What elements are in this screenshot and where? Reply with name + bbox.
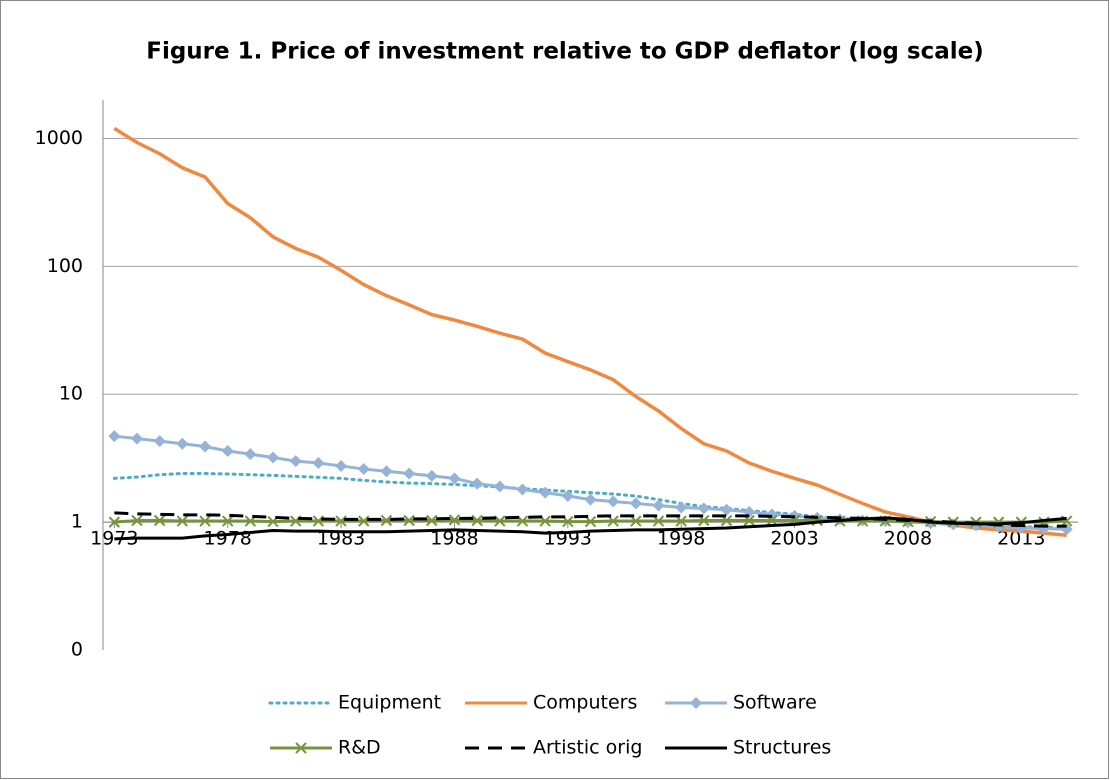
x-tick-label: 2003 <box>770 528 818 550</box>
marker <box>697 502 710 515</box>
marker <box>403 467 416 480</box>
y-tick-label: 100 <box>47 255 83 277</box>
marker <box>584 493 597 506</box>
marker <box>690 697 702 709</box>
marker <box>675 501 688 514</box>
marker <box>494 515 506 527</box>
marker <box>630 515 642 527</box>
marker <box>199 515 211 527</box>
marker <box>176 437 189 450</box>
marker <box>199 440 212 453</box>
marker <box>221 444 234 457</box>
marker <box>561 490 574 503</box>
marker <box>471 514 483 527</box>
marker <box>358 515 370 527</box>
marker <box>607 515 619 527</box>
legend-label: Artistic orig <box>533 737 642 759</box>
marker <box>176 515 189 527</box>
series-line <box>114 516 1067 541</box>
marker <box>335 515 347 527</box>
y-tick-label: 10 <box>59 383 83 405</box>
series-line <box>112 472 1069 530</box>
y-tick-label: 1 <box>71 511 83 533</box>
marker <box>720 503 733 516</box>
marker <box>131 432 144 445</box>
marker <box>471 477 484 490</box>
marker <box>380 514 393 527</box>
marker <box>312 456 325 469</box>
marker <box>584 515 597 528</box>
marker <box>244 448 257 461</box>
legend-label: Equipment <box>338 692 441 714</box>
y-tick-label: 0 <box>71 639 83 661</box>
chart-title: Figure 1. Price of investment relative t… <box>146 39 984 65</box>
marker <box>629 497 642 510</box>
legend-label: Structures <box>733 737 831 759</box>
marker <box>131 514 143 527</box>
x-tick-label: 2008 <box>884 528 932 550</box>
marker <box>448 514 461 526</box>
marker <box>289 455 302 468</box>
marker <box>539 486 552 499</box>
marker <box>108 516 121 528</box>
y-tick-label: 1000 <box>35 127 83 149</box>
marker <box>675 515 687 527</box>
marker <box>267 451 280 464</box>
x-tick-label: 1988 <box>430 528 478 550</box>
x-tick-label: 1998 <box>657 528 705 550</box>
marker <box>153 435 166 448</box>
marker <box>380 465 393 478</box>
marker <box>403 514 415 527</box>
legend-label: Software <box>733 692 817 714</box>
legend-label: R&D <box>338 737 381 759</box>
marker <box>426 514 438 527</box>
legend-label: Computers <box>533 692 637 714</box>
marker <box>357 463 370 476</box>
marker <box>652 515 665 527</box>
marker <box>108 430 121 443</box>
marker <box>295 742 307 754</box>
x-tick-label: 1978 <box>204 528 252 550</box>
marker <box>153 514 166 527</box>
marker <box>425 469 438 482</box>
marker <box>516 483 529 496</box>
marker <box>448 472 461 485</box>
marker <box>493 480 506 493</box>
marker <box>652 499 665 512</box>
marker <box>222 515 234 527</box>
marker <box>607 495 620 508</box>
marker <box>335 459 348 472</box>
